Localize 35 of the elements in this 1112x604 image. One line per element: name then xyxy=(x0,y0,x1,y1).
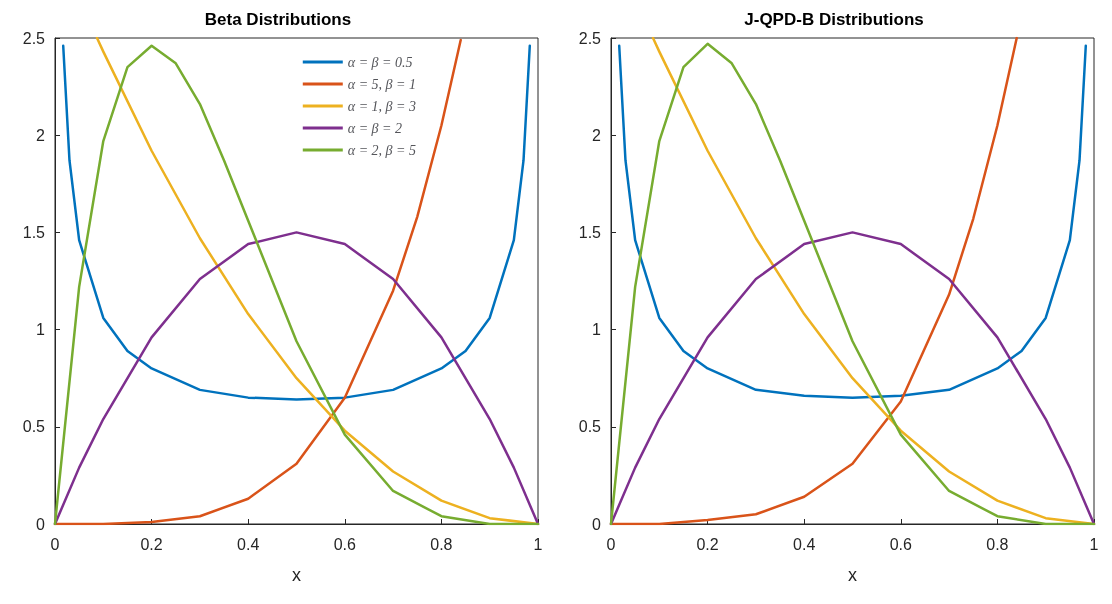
legend-label: α = β = 0.5 xyxy=(347,54,413,70)
x-tick-label: 0.2 xyxy=(696,535,719,553)
legend-label: α = 2, β = 5 xyxy=(347,142,416,158)
y-tick-label: 2.5 xyxy=(22,29,46,47)
x-tick-label: 0 xyxy=(50,535,60,553)
y-tick-label: 0 xyxy=(592,515,602,533)
x-tick-label: 0.2 xyxy=(140,535,163,553)
legend-label: α = 1, β = 3 xyxy=(347,98,416,114)
y-tick-label: 1.5 xyxy=(578,223,602,241)
y-tick-label: 2.5 xyxy=(578,29,602,47)
y-tick-label: 1 xyxy=(592,321,602,339)
x-tick-label: 0.6 xyxy=(889,535,913,553)
x-tick-label: 0 xyxy=(606,535,616,553)
x-tick-label: 0.4 xyxy=(793,535,816,553)
x-tick-label: 0.8 xyxy=(430,535,453,553)
x-axis-title: x xyxy=(848,565,857,585)
x-tick-label: 0.4 xyxy=(237,535,260,553)
x-tick-label: 0.8 xyxy=(986,535,1009,553)
x-tick-label: 1 xyxy=(1089,535,1099,553)
legend-label: α = 5, β = 1 xyxy=(347,76,416,92)
y-tick-label: 2 xyxy=(36,126,46,144)
y-tick-label: 1.5 xyxy=(22,223,46,241)
chart-title: Beta Distributions xyxy=(204,10,352,29)
line-series xyxy=(61,44,532,401)
x-tick-label: 0.6 xyxy=(333,535,357,553)
x-axis-title: x xyxy=(292,565,301,585)
x-tick-label: 1 xyxy=(533,535,543,553)
y-tick-label: 1 xyxy=(36,321,46,339)
y-tick-label: 0.5 xyxy=(578,418,602,436)
y-tick-label: 0.5 xyxy=(22,418,46,436)
legend-label: α = β = 2 xyxy=(347,120,402,136)
y-tick-label: 0 xyxy=(36,515,46,533)
line-series xyxy=(617,44,1088,399)
chart-title: J-QPD-B Distributions xyxy=(744,10,924,29)
y-tick-label: 2 xyxy=(592,126,602,144)
